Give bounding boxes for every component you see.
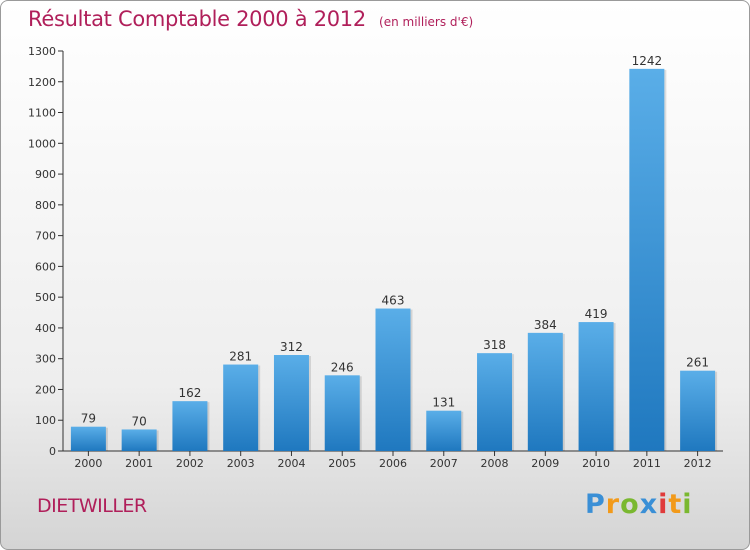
y-tick-label: 0 [49, 445, 56, 458]
bar-value-label: 131 [432, 396, 455, 410]
bar [426, 410, 462, 451]
x-tick-label: 2008 [481, 457, 509, 470]
y-tick-label: 900 [35, 168, 56, 181]
bar-value-label: 70 [132, 414, 147, 428]
x-tick-label: 2003 [227, 457, 255, 470]
x-tick-label: 2001 [125, 457, 153, 470]
bar [477, 353, 513, 451]
bar [578, 322, 614, 451]
bar [172, 401, 208, 451]
title-unit: (en milliers d'€) [379, 15, 474, 29]
proxiti-logo: Proxiti [585, 489, 693, 520]
y-tick-label: 400 [35, 322, 56, 335]
x-tick-label: 2010 [582, 457, 610, 470]
title-text: Résultat Comptable 2000 à 2012 [28, 7, 366, 31]
bar-value-label: 419 [585, 307, 608, 321]
commune-name: DIETWILLER [37, 495, 147, 517]
x-tick-label: 2000 [74, 457, 102, 470]
y-tick-label: 600 [35, 260, 56, 273]
x-tick-label: 2012 [684, 457, 712, 470]
y-tick-label: 100 [35, 414, 56, 427]
bar-value-label: 281 [229, 350, 252, 364]
y-tick-label: 800 [35, 199, 56, 212]
bar-value-label: 384 [534, 318, 557, 332]
bar [121, 429, 157, 451]
x-tick-label: 2006 [379, 457, 407, 470]
bar [223, 364, 259, 451]
y-tick-label: 1000 [28, 137, 56, 150]
bar [70, 426, 106, 451]
bar [273, 355, 309, 451]
y-tick-label: 700 [35, 230, 56, 243]
y-tick-label: 500 [35, 291, 56, 304]
bar-value-label: 318 [483, 338, 506, 352]
chart-title: Résultat Comptable 2000 à 2012 (en milli… [28, 7, 473, 31]
bar-value-label: 162 [178, 386, 201, 400]
y-tick-label: 1300 [28, 45, 56, 58]
bar-value-label: 246 [331, 360, 354, 374]
bar-value-label: 261 [686, 356, 709, 370]
bar-value-label: 463 [382, 294, 405, 308]
x-tick-label: 2009 [531, 457, 559, 470]
bar [324, 375, 360, 451]
x-tick-label: 2002 [176, 457, 204, 470]
x-tick-label: 2007 [430, 457, 458, 470]
bar-value-label: 312 [280, 340, 303, 354]
bar-value-label: 1242 [632, 54, 663, 68]
y-tick-label: 1200 [28, 76, 56, 89]
y-tick-label: 1100 [28, 107, 56, 120]
bar-value-label: 79 [81, 412, 96, 426]
bar [629, 68, 665, 451]
y-tick-label: 300 [35, 353, 56, 366]
x-tick-label: 2004 [277, 457, 305, 470]
bar [527, 332, 563, 451]
bar [680, 370, 716, 451]
y-tick-label: 200 [35, 383, 56, 396]
x-tick-label: 2005 [328, 457, 356, 470]
bar [375, 308, 411, 451]
x-tick-label: 2011 [633, 457, 661, 470]
